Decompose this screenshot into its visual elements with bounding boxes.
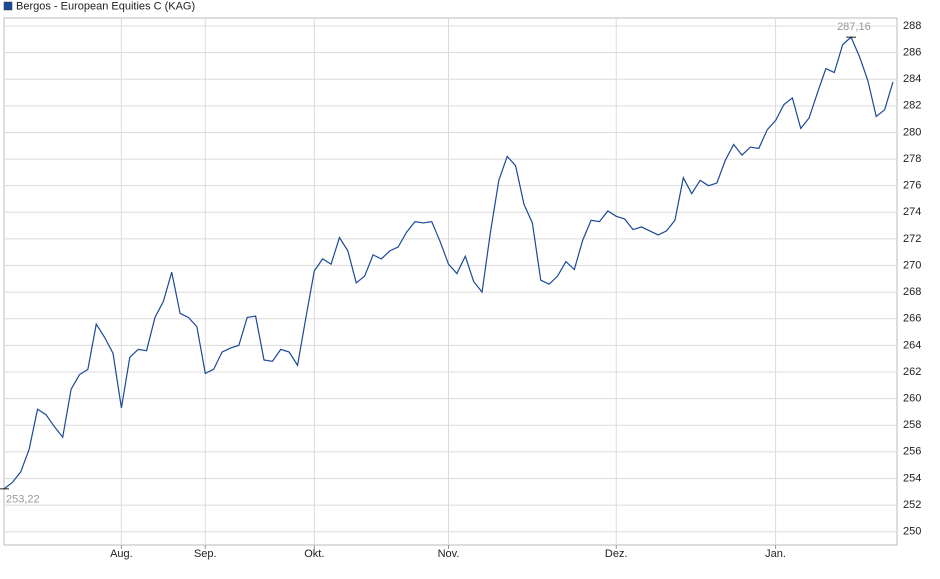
- y-tick-label: 280: [903, 126, 921, 138]
- y-tick-label: 260: [903, 393, 921, 405]
- y-tick-label: 254: [903, 472, 921, 484]
- x-tick-label: Nov.: [438, 548, 460, 560]
- legend-swatch: [3, 1, 13, 11]
- y-tick-label: 266: [903, 313, 921, 325]
- y-tick-label: 264: [903, 339, 921, 351]
- y-tick-label: 270: [903, 259, 921, 271]
- x-tick-label: Okt.: [304, 548, 324, 560]
- y-tick-label: 284: [903, 73, 921, 85]
- y-tick-label: 252: [903, 499, 921, 511]
- legend-label: Bergos - European Equities C (KAG): [16, 0, 195, 12]
- y-tick-label: 274: [903, 206, 921, 218]
- y-tick-label: 282: [903, 100, 921, 112]
- y-tick-label: 258: [903, 419, 921, 431]
- price-line: [3, 36, 894, 490]
- y-tick-label: 272: [903, 233, 921, 245]
- y-tick-label: 256: [903, 446, 921, 458]
- y-tick-label: 276: [903, 180, 921, 192]
- y-tick-label: 278: [903, 153, 921, 165]
- x-tick-label: Aug.: [110, 548, 133, 560]
- annotation-label: 253,22: [6, 494, 40, 506]
- y-tick-label: 268: [903, 286, 921, 298]
- annotation-label: 287,16: [837, 21, 871, 33]
- plot-frame: [3, 17, 898, 546]
- y-tick-label: 262: [903, 366, 921, 378]
- y-tick-label: 288: [903, 20, 921, 32]
- x-tick-label: Dez.: [605, 548, 628, 560]
- x-tick-label: Jan.: [765, 548, 786, 560]
- y-tick-label: 250: [903, 526, 921, 538]
- y-tick-label: 286: [903, 47, 921, 59]
- x-tick-label: Sep.: [194, 548, 217, 560]
